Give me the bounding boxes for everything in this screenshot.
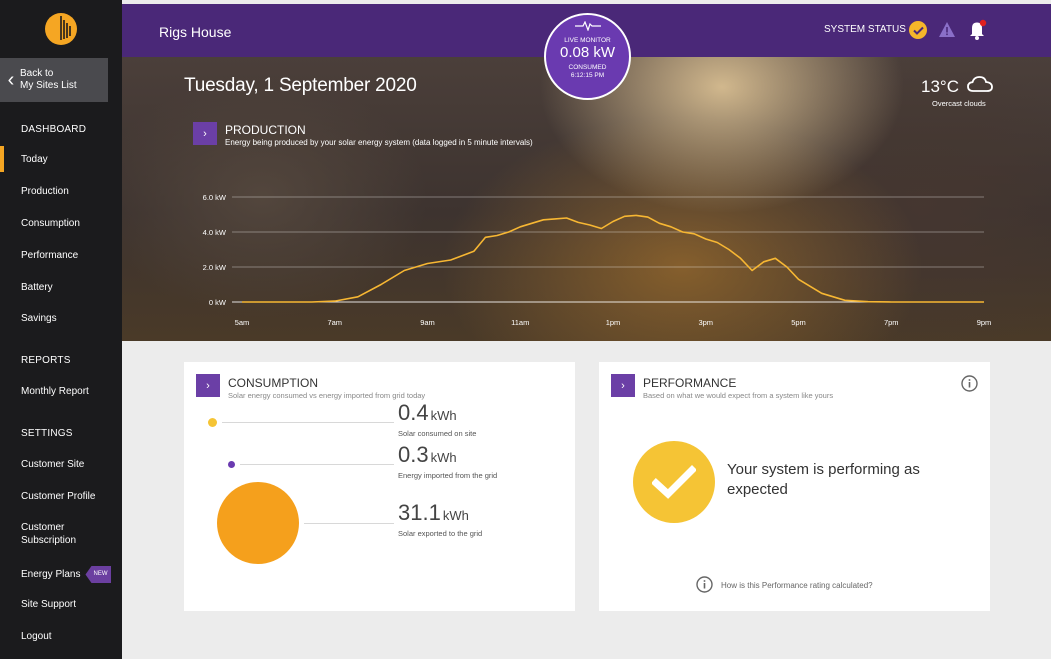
reports-heading: REPORTS [21, 355, 71, 366]
solar-consumed-unit: kWh [430, 408, 457, 423]
production-chart: 0 kW 2.0 kW 4.0 kW 6.0 kW 5am 7am 9am 11am 1pm 3p… [203, 193, 992, 327]
x-tick-label: 5pm [791, 318, 806, 327]
grid-imported-line [240, 464, 394, 465]
solar-exported-value: 31.1 kWh [398, 500, 469, 526]
chevron-left-icon: ‹ [7, 69, 15, 91]
consumption-subtitle: Solar energy consumed vs energy imported… [228, 391, 426, 400]
status-ok-icon[interactable] [909, 21, 927, 39]
performance-subtitle: Based on what we would expect from a sys… [643, 391, 834, 400]
warning-icon[interactable] [938, 21, 956, 43]
sidebar-item-logout[interactable]: Logout [21, 631, 52, 642]
sidebar-item-savings[interactable]: Savings [21, 313, 57, 324]
y-tick-label: 6.0 kW [203, 193, 227, 202]
x-tick-label: 1pm [606, 318, 621, 327]
sidebar-item-monthly-report[interactable]: Monthly Report [21, 386, 89, 397]
info-icon [696, 576, 713, 598]
back-to-sites-button[interactable]: ‹ Back to My Sites List [0, 58, 108, 102]
x-tick-label: 11am [511, 318, 529, 327]
sidebar: ‹ Back to My Sites List DASHBOARD Today … [0, 0, 122, 659]
x-tick-label: 7am [327, 318, 342, 327]
production-subtitle: Energy being produced by your solar ener… [225, 138, 533, 147]
consumption-expand-button[interactable]: › [196, 374, 220, 397]
performance-expand-button[interactable]: › [611, 374, 635, 397]
sidebar-item-energy-plans[interactable]: Energy Plans NEW [21, 566, 112, 583]
back-label-line1: Back to [20, 68, 54, 79]
production-expand-button[interactable]: › [193, 122, 217, 145]
solar-exported-line [304, 523, 394, 524]
production-series-line [242, 214, 984, 303]
notification-bell-icon[interactable] [968, 19, 988, 46]
grid-imported-number: 0.3 [398, 442, 429, 467]
solar-consumed-number: 0.4 [398, 400, 429, 425]
production-hero: Tuesday, 1 September 2020 13°C Overcast … [122, 57, 1051, 341]
sidebar-item-customer-subscription[interactable]: Customer Subscription [21, 522, 77, 546]
x-tick-label: 7pm [884, 318, 899, 327]
active-indicator [0, 146, 4, 172]
settings-heading: SETTINGS [21, 428, 73, 439]
solar-consumed-value: 0.4 kWh [398, 400, 457, 426]
back-label-line2: My Sites List [20, 80, 77, 91]
sidebar-item-customer-site[interactable]: Customer Site [21, 459, 85, 470]
grid-imported-dot [228, 461, 235, 468]
grid-imported-unit: kWh [430, 450, 457, 465]
weather-temperature: 13°C [921, 77, 959, 96]
sidebar-item-site-support[interactable]: Site Support [21, 599, 77, 610]
top-header: Rigs House SYSTEM STATUS [122, 4, 1051, 57]
y-tick-label: 4.0 kW [203, 228, 227, 237]
grid-imported-value: 0.3 kWh [398, 442, 457, 468]
performance-card: › PERFORMANCE Based on what we would exp… [599, 362, 990, 611]
current-date: Tuesday, 1 September 2020 [184, 75, 417, 96]
performance-message: Your system is performing as expected [727, 461, 920, 498]
logo[interactable] [0, 0, 122, 58]
site-name: Rigs House [159, 24, 232, 40]
consumption-card: › CONSUMPTION Solar energy consumed vs e… [184, 362, 575, 611]
live-monitor-time: 6:12:15 PM [570, 72, 605, 79]
performance-title: PERFORMANCE [643, 376, 737, 390]
solar-consumed-label: Solar consumed on site [398, 429, 477, 438]
live-monitor-value: 0.08 kW [559, 44, 616, 61]
x-tick-label: 9am [420, 318, 435, 327]
solar-exported-label: Solar exported to the grid [398, 529, 483, 538]
sun-logo-icon [45, 13, 77, 45]
live-monitor-badge[interactable]: LIVE MONITOR 0.08 kW CONSUMED 6:12:15 PM [544, 13, 631, 100]
sidebar-item-production[interactable]: Production [21, 186, 69, 197]
x-tick-label: 3pm [698, 318, 713, 327]
x-tick-label: 9pm [977, 318, 992, 327]
solar-exported-number: 31.1 [398, 500, 441, 525]
solar-exported-dot [217, 482, 299, 564]
new-badge: NEW [85, 566, 112, 583]
solar-consumed-line [222, 422, 394, 423]
solar-exported-unit: kWh [442, 508, 469, 523]
cloud-icon [967, 75, 993, 98]
y-tick-label: 0 kW [209, 298, 227, 307]
sidebar-item-customer-profile[interactable]: Customer Profile [21, 491, 96, 502]
y-tick-label: 2.0 kW [203, 263, 227, 272]
sidebar-item-battery[interactable]: Battery [21, 282, 53, 293]
grid-imported-label: Energy imported from the grid [398, 471, 498, 480]
x-tick-label: 5am [235, 318, 250, 327]
performance-rating-link[interactable]: How is this Performance rating calculate… [721, 581, 873, 590]
live-monitor-consumed-label: CONSUMED [568, 64, 607, 71]
sidebar-item-today[interactable]: Today [21, 154, 48, 165]
energy-plans-label: Energy Plans [21, 569, 81, 581]
weather-description: Overcast clouds [932, 99, 986, 108]
sidebar-item-performance[interactable]: Performance [21, 250, 79, 261]
sidebar-item-consumption[interactable]: Consumption [21, 218, 80, 229]
consumption-title: CONSUMPTION [228, 376, 318, 390]
pulse-icon [574, 20, 601, 32]
live-monitor-title: LIVE MONITOR [564, 37, 611, 44]
solar-consumed-dot [208, 418, 217, 427]
production-title: PRODUCTION [225, 123, 306, 137]
info-icon[interactable] [961, 375, 978, 397]
system-status-label: SYSTEM STATUS [824, 24, 906, 35]
dashboard-heading: DASHBOARD [21, 124, 87, 135]
performance-check-icon [633, 441, 715, 523]
